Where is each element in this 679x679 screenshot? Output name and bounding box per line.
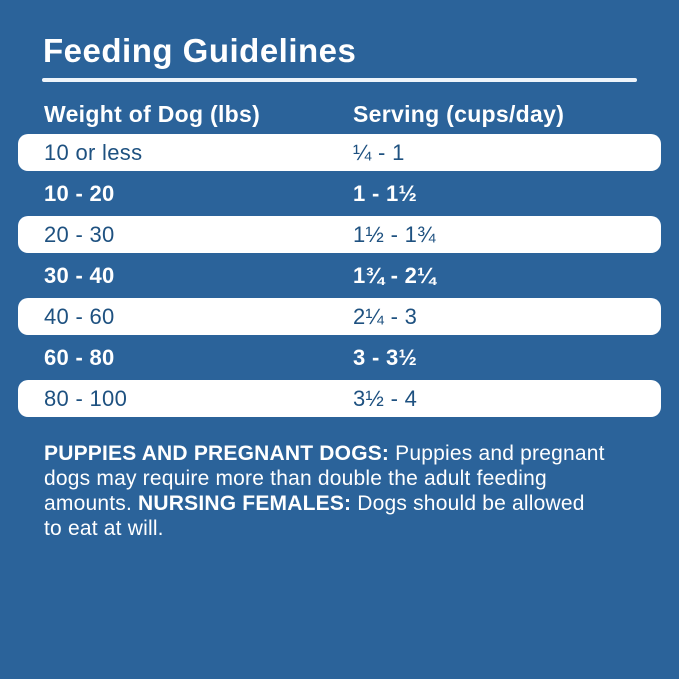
table-row: 10 - 20 1 - 1½ bbox=[18, 175, 661, 212]
footnote-text: to eat at will. bbox=[44, 517, 164, 540]
footnote-text: Puppies and pregnant bbox=[389, 442, 605, 465]
weight-cell: 40 - 60 bbox=[44, 303, 115, 329]
column-header-serving: Serving (cups/day) bbox=[353, 101, 565, 127]
serving-cell: 1 - 1½ bbox=[353, 180, 418, 206]
footnote: PUPPIES AND PREGNANT DOGS: Puppies and p… bbox=[44, 441, 605, 541]
table-row: 10 or less ¼ - 1 bbox=[18, 134, 661, 171]
serving-cell: 1¾ - 2¼ bbox=[353, 262, 436, 288]
table-row: 20 - 30 1½ - 1¾ bbox=[18, 216, 661, 253]
table-row: 60 - 80 3 - 3½ bbox=[18, 339, 661, 376]
title-underline bbox=[42, 78, 637, 82]
serving-cell: 3 - 3½ bbox=[353, 344, 418, 370]
weight-cell: 30 - 40 bbox=[44, 262, 115, 288]
footnote-line: dogs may require more than double the ad… bbox=[44, 466, 605, 491]
footnote-heading: NURSING FEMALES: bbox=[138, 492, 352, 515]
table-header-row: Weight of Dog (lbs) Serving (cups/day) bbox=[44, 100, 661, 128]
column-header-weight: Weight of Dog (lbs) bbox=[44, 101, 261, 127]
footnote-text: amounts. bbox=[44, 492, 139, 515]
footnote-heading: PUPPIES AND PREGNANT DOGS: bbox=[44, 442, 390, 465]
weight-cell: 20 - 30 bbox=[44, 221, 115, 247]
weight-cell: 60 - 80 bbox=[44, 344, 115, 370]
serving-cell: 2¼ - 3 bbox=[353, 303, 418, 329]
footnote-text: dogs may require more than double the ad… bbox=[44, 467, 547, 490]
footnote-line: amounts. NURSING FEMALES: Dogs should be… bbox=[44, 491, 605, 516]
footnote-line: to eat at will. bbox=[44, 516, 605, 541]
serving-cell: ¼ - 1 bbox=[353, 139, 405, 165]
feeding-table: 10 or less ¼ - 1 10 - 20 1 - 1½ 20 - 30 1½ - … bbox=[18, 134, 661, 421]
weight-cell: 10 - 20 bbox=[44, 180, 115, 206]
table-row: 40 - 60 2¼ - 3 bbox=[18, 298, 661, 335]
table-row: 30 - 40 1¾ - 2¼ bbox=[18, 257, 661, 294]
footnote-text: Dogs should be allowed bbox=[351, 492, 585, 515]
page-title: Feeding Guidelines bbox=[43, 32, 357, 69]
weight-cell: 80 - 100 bbox=[44, 385, 128, 411]
serving-cell: 1½ - 1¾ bbox=[353, 221, 436, 247]
serving-cell: 3½ - 4 bbox=[353, 385, 418, 411]
table-row: 80 - 100 3½ - 4 bbox=[18, 380, 661, 417]
footnote-line: PUPPIES AND PREGNANT DOGS: Puppies and p… bbox=[44, 441, 605, 466]
weight-cell: 10 or less bbox=[44, 139, 143, 165]
